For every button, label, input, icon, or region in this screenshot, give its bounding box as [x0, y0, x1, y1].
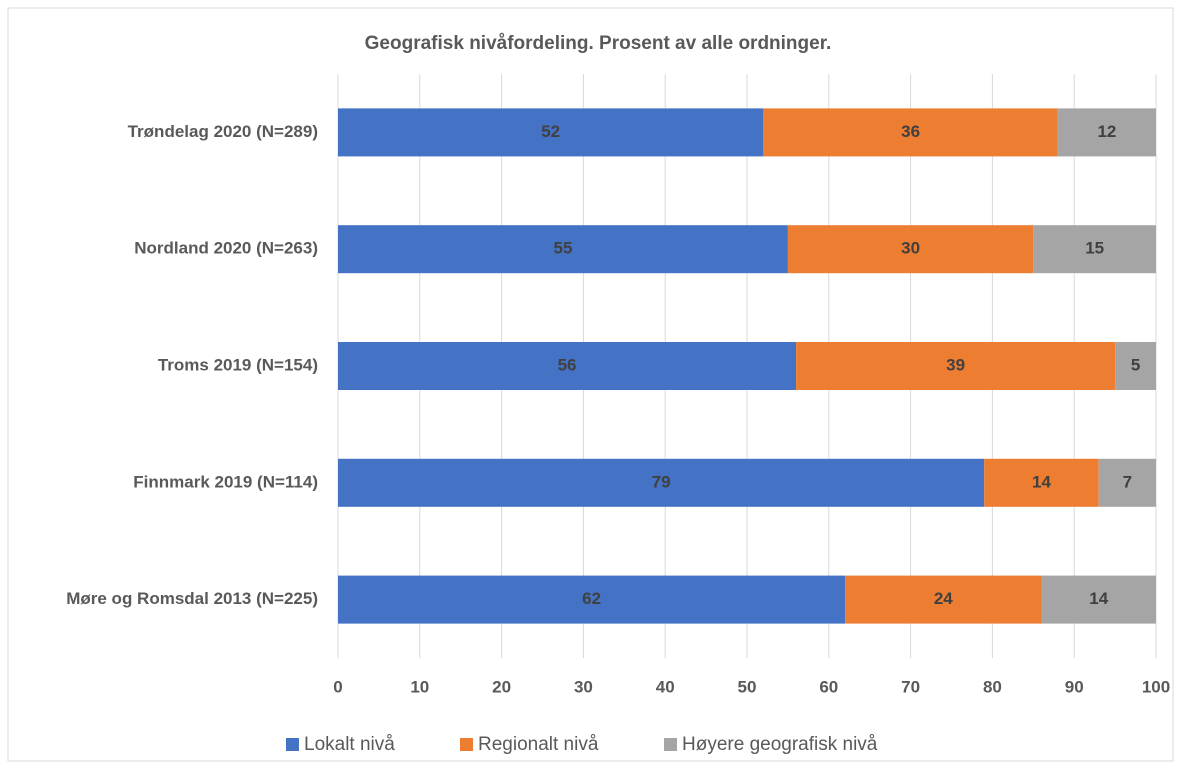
data-label: 15 — [1085, 239, 1104, 258]
data-label: 24 — [934, 589, 953, 608]
x-tick-label: 60 — [819, 677, 838, 696]
data-label: 7 — [1123, 472, 1132, 491]
legend-swatch — [664, 738, 677, 751]
bar-segment — [1098, 458, 1156, 507]
x-tick-label: 20 — [492, 677, 511, 696]
data-label: 79 — [652, 472, 671, 491]
bar-segment — [845, 575, 1042, 624]
bar-segment — [338, 108, 764, 157]
data-label: 30 — [901, 239, 920, 258]
bar-segment — [338, 225, 788, 274]
category-label: Troms 2019 (N=154) — [158, 355, 318, 374]
category-label: Nordland 2020 (N=263) — [134, 239, 318, 258]
x-tick-label: 70 — [901, 677, 920, 696]
data-label: 14 — [1032, 472, 1051, 491]
bar-segment — [338, 342, 797, 390]
data-label: 56 — [558, 355, 577, 374]
legend-swatch — [460, 738, 473, 751]
x-tick-label: 0 — [333, 677, 342, 696]
x-tick-label: 90 — [1065, 677, 1084, 696]
data-label: 62 — [582, 589, 601, 608]
bar-segment — [787, 225, 1034, 274]
x-tick-label: 40 — [656, 677, 675, 696]
data-label: 52 — [541, 122, 560, 141]
bar-segment — [1115, 342, 1156, 390]
x-tick-label: 80 — [983, 677, 1002, 696]
legend-swatch — [286, 738, 299, 751]
bar-segment — [1033, 225, 1156, 274]
bar-segment — [1057, 108, 1156, 157]
bar-segment — [796, 342, 1116, 390]
bar-segment — [1041, 575, 1156, 624]
bar-segment — [338, 458, 985, 507]
legend-label: Høyere geografisk nivå — [682, 734, 878, 755]
bar-segment — [763, 108, 1058, 157]
legend-label: Regionalt nivå — [478, 734, 599, 755]
data-label: 14 — [1089, 589, 1108, 608]
data-label: 36 — [901, 122, 920, 141]
x-tick-label: 10 — [410, 677, 429, 696]
data-label: 12 — [1097, 122, 1116, 141]
bar-segment — [338, 575, 846, 624]
data-label: 5 — [1131, 355, 1140, 374]
category-label: Møre og Romsdal 2013 (N=225) — [66, 589, 318, 608]
chart-title: Geografisk nivåfordeling. Prosent av all… — [365, 33, 832, 54]
data-label: 39 — [946, 355, 965, 374]
x-tick-label: 100 — [1142, 677, 1170, 696]
x-tick-label: 50 — [738, 677, 757, 696]
x-tick-label: 30 — [574, 677, 593, 696]
category-label: Finnmark 2019 (N=114) — [133, 472, 318, 491]
bar-segment — [984, 458, 1099, 507]
data-label: 55 — [553, 239, 572, 258]
category-label: Trøndelag 2020 (N=289) — [128, 122, 318, 141]
legend-label: Lokalt nivå — [304, 734, 395, 755]
